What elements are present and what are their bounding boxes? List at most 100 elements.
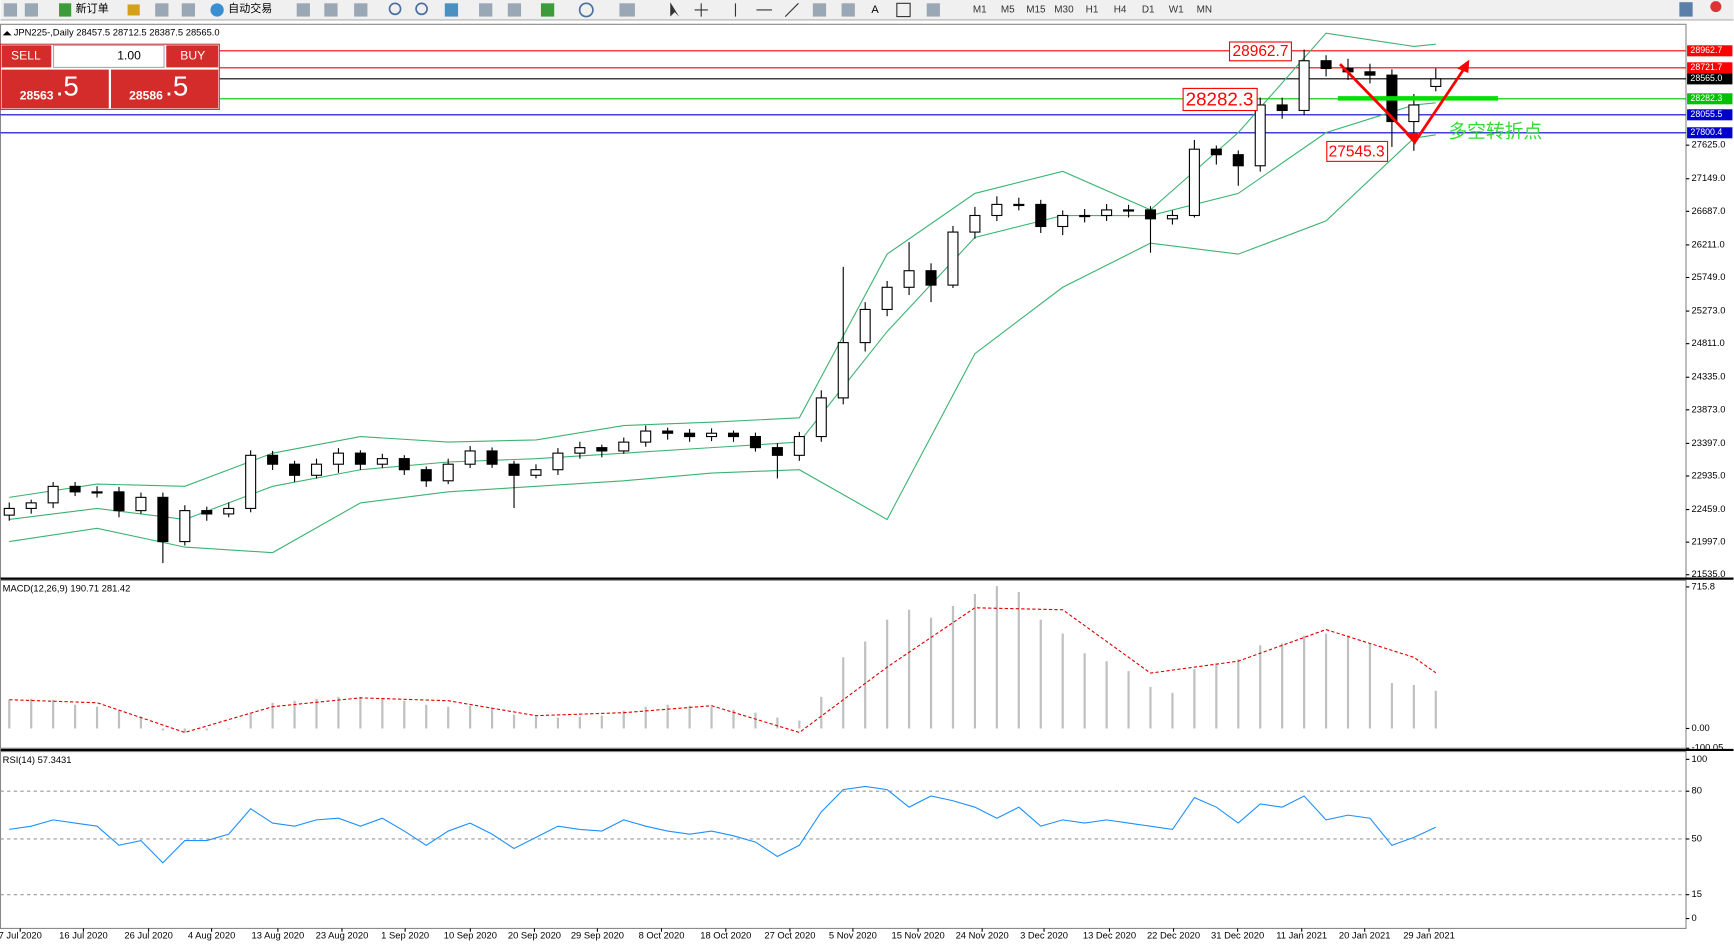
ask-fraction[interactable]: .5 xyxy=(165,71,188,102)
candle-body xyxy=(69,485,81,493)
icon[interactable] xyxy=(59,3,72,17)
annotation: 28282.3 xyxy=(1186,89,1254,110)
icon[interactable] xyxy=(507,3,522,17)
candle-body xyxy=(1298,60,1310,112)
y-tick-label: 24811.0 xyxy=(1692,337,1725,348)
y-tick-label: 0 xyxy=(1692,912,1697,923)
icon[interactable] xyxy=(127,4,140,16)
annotation: 27545.3 xyxy=(1329,144,1385,161)
candle-body xyxy=(859,308,871,344)
search[interactable] xyxy=(1679,2,1693,17)
icon[interactable]: A xyxy=(871,4,879,16)
icon[interactable] xyxy=(324,3,338,17)
y-tick-label: 23397.0 xyxy=(1692,437,1726,448)
icon[interactable] xyxy=(694,3,708,17)
bid-button[interactable] xyxy=(1,69,109,109)
candle-body xyxy=(1101,209,1113,217)
price-level-label: 28055.5 xyxy=(1690,109,1722,119)
icon[interactable] xyxy=(415,2,428,16)
candle-body xyxy=(3,507,15,516)
candle-body xyxy=(1079,214,1091,218)
candle-body xyxy=(25,502,37,509)
icon[interactable] xyxy=(155,3,169,17)
price-level-tag xyxy=(1687,127,1733,139)
icon[interactable] xyxy=(479,3,493,17)
icon[interactable] xyxy=(210,3,224,17)
timeframe-button[interactable]: D1 xyxy=(1142,5,1155,16)
icon[interactable] xyxy=(812,3,827,17)
candle-body xyxy=(530,469,542,476)
buy-label[interactable]: BUY xyxy=(180,49,205,63)
timeframe-button[interactable]: H4 xyxy=(1114,5,1127,16)
icon[interactable] xyxy=(578,2,594,18)
macd-title: MACD(12,26,9) 190.71 281.42 xyxy=(3,583,131,594)
sell-label[interactable]: SELL xyxy=(11,49,41,63)
timeframe-button[interactable]: MN xyxy=(1197,5,1212,16)
y-tick-label: 50 xyxy=(1692,832,1702,843)
icon[interactable] xyxy=(354,3,368,17)
y-tick-label: 23873.0 xyxy=(1692,403,1726,414)
x-tick-label: 7 Jul 2020 xyxy=(0,930,42,941)
candle-body xyxy=(1232,154,1244,167)
annotation-box xyxy=(1326,140,1389,162)
candle-body xyxy=(398,458,410,471)
icon[interactable] xyxy=(896,2,911,18)
candle-body xyxy=(706,432,718,438)
x-tick-label: 26 Jul 2020 xyxy=(124,930,172,941)
y-tick-label: 27149.0 xyxy=(1692,172,1726,183)
arrow-head xyxy=(1405,132,1419,145)
ask-button[interactable] xyxy=(111,69,219,109)
candle-body xyxy=(991,203,1003,217)
x-tick-label: 11 Jan 2021 xyxy=(1276,930,1327,941)
buy-button[interactable] xyxy=(166,45,219,68)
icon[interactable] xyxy=(540,3,555,17)
timeframe-button[interactable]: M15 xyxy=(1026,5,1046,16)
volume[interactable]: 1.00 xyxy=(117,49,141,63)
candle-body xyxy=(640,430,652,443)
plot-layer: 7 Jul 2020 16 Jul 2020 26 Jul 2020 4 Aug 20… xyxy=(0,32,1733,941)
y-tick-label: 22459.0 xyxy=(1692,503,1726,514)
notification[interactable] xyxy=(1710,1,1722,13)
x-tick-label: 23 Aug 2020 xyxy=(316,930,369,941)
icon[interactable] xyxy=(444,3,459,17)
icon[interactable] xyxy=(926,3,940,17)
timeframe-button[interactable]: M1 xyxy=(973,5,987,16)
new-order-button[interactable]: 新订单 xyxy=(76,1,109,15)
timeframe-button[interactable]: M30 xyxy=(1054,5,1074,16)
candle-body xyxy=(947,231,959,286)
icon[interactable] xyxy=(296,3,310,17)
timeframe-button[interactable]: H1 xyxy=(1086,5,1099,16)
volume-field[interactable] xyxy=(52,44,165,68)
icon[interactable] xyxy=(3,3,18,17)
y-tick-label: 24335.0 xyxy=(1692,371,1726,382)
icon[interactable] xyxy=(619,3,635,17)
x-tick-label: 4 Aug 2020 xyxy=(188,930,235,941)
icon[interactable] xyxy=(388,2,402,16)
icon[interactable] xyxy=(841,3,855,17)
icon[interactable] xyxy=(734,2,799,17)
rsi-line xyxy=(9,785,1436,864)
x-tick-label: 10 Sep 2020 xyxy=(444,930,497,941)
candle-body xyxy=(969,214,981,233)
one-click-trading: SELL 1.00 BUY 28563 .5 28586 .5 xyxy=(0,43,220,110)
auto-trading-button[interactable]: 自动交易 xyxy=(228,1,272,15)
candle-body xyxy=(464,450,476,465)
ask-price[interactable]: 28586 xyxy=(129,88,163,102)
icon[interactable] xyxy=(181,3,195,17)
bid-fraction[interactable]: .5 xyxy=(56,71,79,102)
y-tick-label: 26211.0 xyxy=(1692,238,1725,249)
sell-button[interactable] xyxy=(1,45,52,68)
bid-price[interactable]: 28563 xyxy=(20,88,54,102)
y-tick-label: 27625.0 xyxy=(1692,139,1726,150)
pane-frames xyxy=(0,23,1734,929)
y-tick-label: 0.00 xyxy=(1692,722,1710,733)
icon[interactable] xyxy=(24,3,39,17)
candle-body xyxy=(881,286,893,311)
y-tick-label: 15 xyxy=(1692,888,1702,899)
macd-pane xyxy=(0,579,1687,749)
y-tick-label: 21997.0 xyxy=(1692,536,1726,547)
candle-body xyxy=(1035,203,1047,228)
timeframe-button[interactable]: M5 xyxy=(1001,5,1015,16)
timeframe-button[interactable]: W1 xyxy=(1169,5,1184,16)
